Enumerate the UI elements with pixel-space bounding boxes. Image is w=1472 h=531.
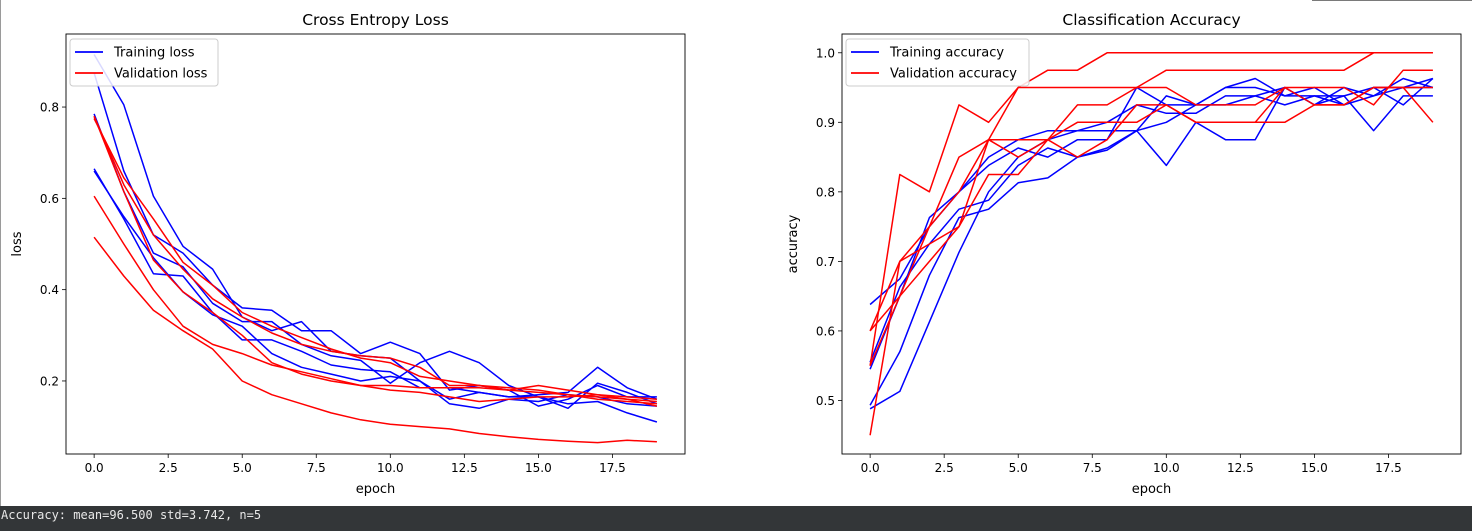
x-tick-label: 17.5 (1375, 461, 1402, 475)
cell-left-border (0, 0, 1, 506)
x-axis-label: epoch (1132, 482, 1172, 497)
legend-box (845, 38, 1030, 87)
top-right-divider (1312, 0, 1472, 1)
validation-series-line-9 (93, 195, 658, 407)
y-tick-label: 0.4 (40, 283, 59, 297)
validation-series-line-7 (869, 52, 1433, 332)
training-series-line-2 (869, 86, 1433, 410)
validation-series-line-7 (93, 115, 657, 405)
y-tick-label: 0.8 (40, 101, 59, 115)
legend-box (69, 38, 219, 87)
legend-label-training: Training accuracy (889, 46, 1004, 61)
legend: Training loss Validation loss (69, 38, 219, 87)
legend-label-training: Training loss (113, 46, 195, 61)
plot-frame (65, 33, 686, 455)
legend: Training accuracy Validation accuracy (845, 38, 1030, 87)
validation-series-line-8 (869, 86, 1433, 332)
y-tick-label: 0.8 (816, 185, 835, 199)
x-tick-label: 12.5 (1227, 461, 1254, 475)
x-tick-label: 10.0 (377, 461, 404, 475)
y-tick-label: 0.6 (40, 192, 59, 206)
validation-series-line-6 (93, 118, 657, 403)
x-tick-label: 0.0 (85, 461, 104, 475)
training-series-line-4 (869, 86, 1433, 363)
validation-series-line-9 (869, 69, 1433, 366)
training-series-line-1 (869, 77, 1434, 306)
validation-series-line-8 (93, 115, 657, 400)
x-tick-label: 10.0 (1153, 461, 1180, 475)
y-axis-label: loss (10, 231, 25, 256)
chart-title: Classification Accuracy (1062, 11, 1240, 29)
validation-series-line-6 (869, 52, 1433, 366)
x-tick-label: 7.5 (307, 461, 326, 475)
validation-series-line-10 (93, 236, 657, 444)
x-tick-label: 0.0 (861, 461, 880, 475)
x-tick-label: 12.5 (451, 461, 478, 475)
x-tick-label: 17.5 (599, 461, 626, 475)
y-tick-label: 0.2 (40, 374, 59, 388)
plot-frame (841, 33, 1462, 455)
x-tick-label: 15.0 (525, 461, 552, 475)
training-series-line-3 (869, 77, 1434, 370)
y-tick-label: 0.6 (816, 324, 835, 338)
training-series-line-3 (93, 113, 658, 410)
x-tick-label: 15.0 (1301, 461, 1328, 475)
y-axis-label: accuracy (786, 214, 801, 273)
validation-series-line-10 (869, 86, 1434, 436)
y-tick-label: 0.7 (816, 255, 835, 269)
chart-title: Cross Entropy Loss (302, 11, 449, 29)
y-tick-label: 0.5 (816, 394, 835, 408)
x-tick-label: 7.5 (1083, 461, 1102, 475)
console-output: Accuracy: mean=96.500 std=3.742, n=5 (0, 506, 1472, 531)
x-tick-label: 5.0 (233, 461, 252, 475)
legend-label-validation: Validation loss (114, 67, 208, 82)
y-tick-label: 0.9 (816, 116, 835, 130)
figure-canvas: 0.0 2.5 5.0 7.5 10.0 12.5 15.0 17.5 0.2 0.4 0.6 0.8… (10, 11, 1462, 497)
training-series-line-2 (93, 72, 657, 407)
chart-1: 0.0 2.5 5.0 7.5 10.0 12.5 15.0 17.5 0.2 0.4 0.6 0.8… (10, 11, 686, 497)
legend-label-validation: Validation accuracy (890, 67, 1017, 82)
x-axis-label: epoch (356, 482, 396, 497)
chart-2: 0.0 2.5 5.0 7.5 10.0 12.5 15.0 17.5 0.5 0.6 0.7 0.8… (786, 11, 1462, 497)
training-series-line-5 (869, 77, 1434, 406)
x-tick-label: 2.5 (935, 461, 954, 475)
training-series-line-4 (93, 168, 658, 423)
x-tick-label: 5.0 (1009, 461, 1028, 475)
x-tick-label: 2.5 (159, 461, 178, 475)
y-tick-label: 1.0 (816, 46, 835, 60)
